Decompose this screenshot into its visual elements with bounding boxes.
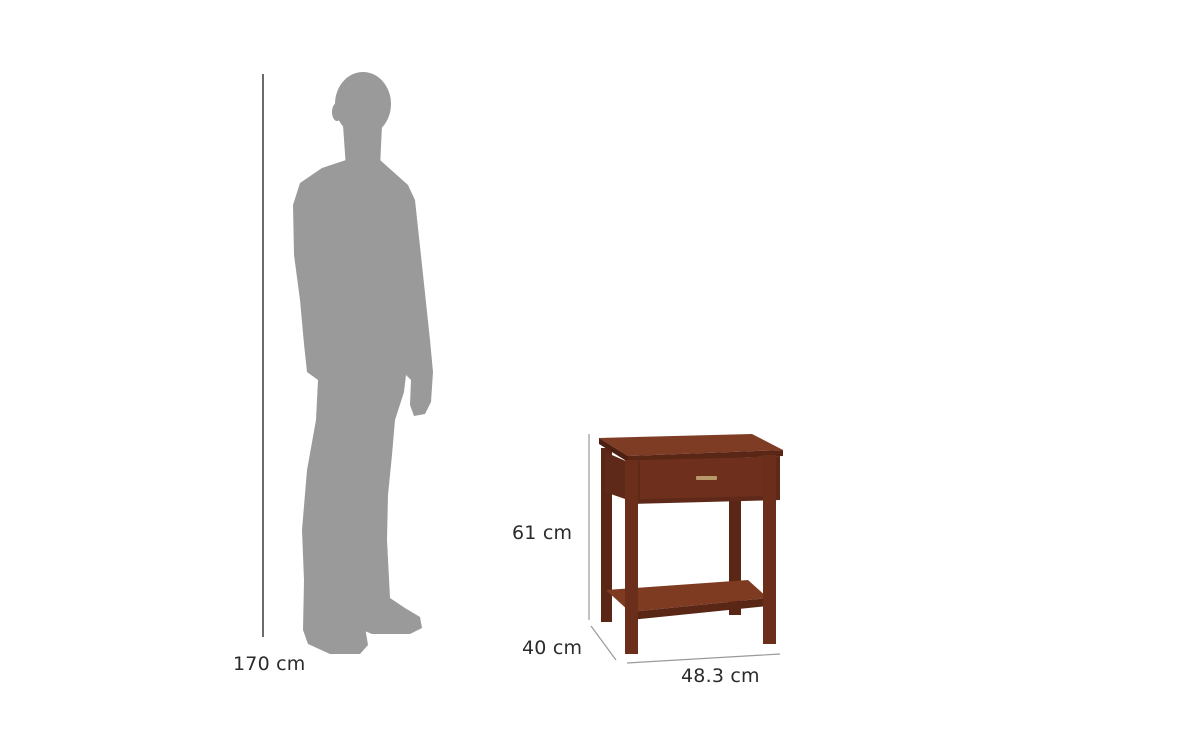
front-left-leg bbox=[625, 460, 638, 654]
lower-shelf bbox=[606, 580, 768, 612]
side-apron bbox=[605, 452, 628, 500]
table-depth-label: 40 cm bbox=[522, 637, 583, 659]
front-right-leg bbox=[763, 455, 776, 644]
person-height-label: 170 cm bbox=[233, 653, 306, 675]
nightstand bbox=[599, 434, 783, 654]
table-width-label: 48.3 cm bbox=[681, 665, 760, 687]
back-left-leg bbox=[601, 448, 612, 622]
table-width-line bbox=[626, 653, 781, 664]
drawer-handle bbox=[696, 476, 717, 480]
table-height-label: 61 cm bbox=[512, 522, 573, 544]
person-silhouette bbox=[293, 72, 433, 654]
table-depth-line bbox=[590, 625, 617, 661]
table-top bbox=[599, 434, 783, 456]
